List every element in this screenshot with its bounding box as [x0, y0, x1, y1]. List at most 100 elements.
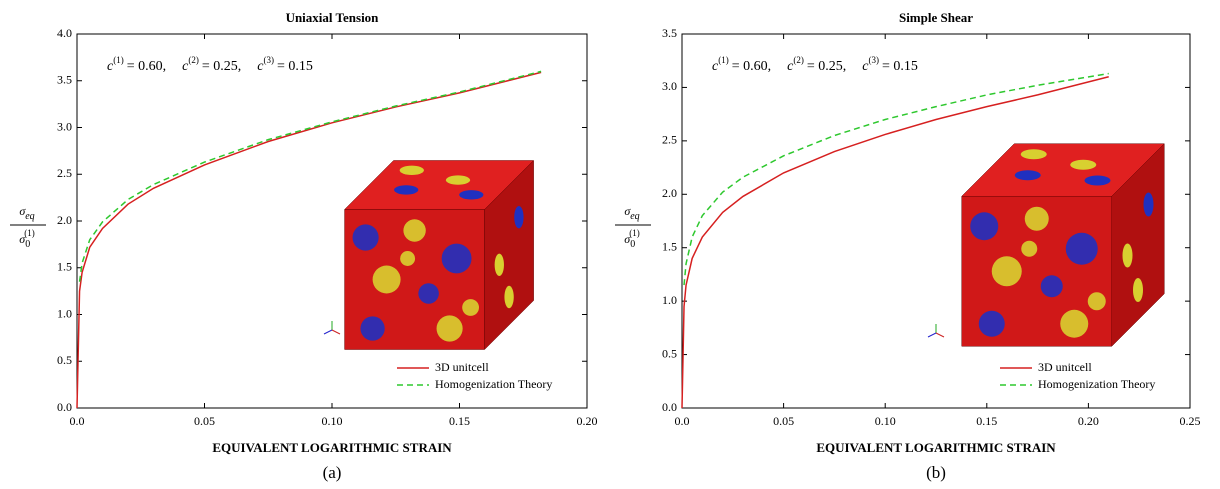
cube-inclusion — [970, 212, 998, 240]
x-tick-label: 0.15 — [449, 414, 470, 428]
chart-title: Simple Shear — [899, 10, 973, 25]
y-axis-label: σ0(1) — [624, 228, 639, 250]
annotation-sup: (3) — [263, 55, 274, 65]
annotation-text: = 0.15 — [882, 59, 918, 74]
x-tick-label: 0.05 — [194, 414, 215, 428]
caption: (a) — [323, 463, 342, 482]
x-tick-label: 0.25 — [1180, 414, 1201, 428]
legend-label: 3D unitcell — [1038, 360, 1092, 374]
x-tick-label: 0.20 — [1078, 414, 1099, 428]
cube-inclusion — [1085, 176, 1111, 186]
y-axis-label-part: eq — [630, 211, 639, 222]
x-axis-label: EQUIVALENT LOGARITHMIC STRAIN — [816, 440, 1056, 455]
cube-inclusion — [514, 206, 523, 228]
cube-inclusion — [437, 315, 463, 341]
cube-inclusion — [992, 256, 1022, 286]
cube-inclusion — [1025, 207, 1049, 231]
y-axis-label-part: 0 — [630, 239, 635, 250]
y-tick-label: 1.5 — [57, 260, 72, 274]
chart-title: Uniaxial Tension — [286, 10, 380, 25]
cube-inclusion — [418, 283, 439, 304]
triad-axis — [324, 330, 332, 334]
x-tick-label: 0.0 — [70, 414, 85, 428]
x-tick-label: 0.20 — [577, 414, 598, 428]
cube-inclusion — [1021, 241, 1037, 257]
legend-label: 3D unitcell — [435, 360, 489, 374]
cube-inclusion — [360, 316, 384, 340]
cube-inclusion — [1123, 244, 1133, 268]
y-tick-label: 3.5 — [662, 26, 677, 40]
annotation-text: = 0.60, — [127, 59, 166, 74]
annotation-sup: (2) — [188, 55, 199, 65]
cube-inclusion — [504, 286, 513, 308]
y-axis-label-part: 0 — [25, 239, 30, 250]
cube-inclusion — [403, 219, 425, 241]
x-tick-label: 0.05 — [773, 414, 794, 428]
annotation-sup: (3) — [868, 55, 879, 65]
annotation-text: = 0.25, — [807, 59, 846, 74]
triad-axis — [936, 333, 944, 337]
annotation: c(1)= 0.60,c(2)= 0.25,c(3)= 0.15 — [712, 55, 918, 74]
cube-inclusion — [1144, 193, 1154, 217]
cube-inclusion — [1070, 160, 1096, 170]
caption: (b) — [926, 463, 946, 482]
y-axis-label-part: (1) — [24, 228, 35, 238]
annotation-sup: (1) — [718, 55, 729, 65]
cube-inclusion — [1041, 275, 1063, 297]
annotation: c(1)= 0.60,c(2)= 0.25,c(3)= 0.15 — [107, 55, 313, 74]
cube-inclusion — [1021, 149, 1047, 159]
x-tick-label: 0.10 — [322, 414, 343, 428]
y-tick-label: 4.0 — [57, 26, 72, 40]
y-tick-label: 0.0 — [57, 400, 72, 414]
y-tick-label: 1.0 — [57, 306, 72, 320]
cube-inclusion — [1088, 292, 1106, 310]
y-tick-label: 0.5 — [57, 353, 72, 367]
x-tick-label: 0.0 — [675, 414, 690, 428]
cube-inclusion — [373, 266, 401, 294]
y-tick-label: 1.0 — [662, 293, 677, 307]
y-axis-label: σeq — [19, 204, 34, 223]
cube-inclusion — [400, 166, 424, 175]
annotation-text: = 0.60, — [732, 59, 771, 74]
y-axis-label-part: eq — [25, 211, 34, 222]
figure: Uniaxial Tension EQUIVALENT LOGARITHMIC S… — [0, 0, 1220, 489]
legend-label: Homogenization Theory — [1038, 377, 1155, 391]
cube-inclusion — [1066, 233, 1098, 265]
x-tick-label: 0.15 — [976, 414, 997, 428]
triad-axis — [928, 333, 936, 337]
cube-inclusion — [400, 251, 415, 266]
y-tick-label: 1.5 — [662, 239, 677, 253]
cube-inclusion — [459, 190, 483, 199]
x-axis-label: EQUIVALENT LOGARITHMIC STRAIN — [212, 440, 452, 455]
cube-inclusion — [353, 224, 379, 250]
y-tick-label: 2.0 — [662, 186, 677, 200]
cube-image — [962, 144, 1165, 347]
y-tick-label: 3.0 — [662, 79, 677, 93]
y-tick-label: 2.5 — [662, 133, 677, 147]
cube-inclusion — [979, 311, 1005, 337]
cube-inclusion — [442, 244, 472, 274]
legend-label: Homogenization Theory — [435, 377, 552, 391]
cube-inclusion — [1015, 170, 1041, 180]
y-tick-label: 0.5 — [662, 346, 677, 360]
y-tick-label: 2.5 — [57, 166, 72, 180]
y-axis-label: σ0(1) — [19, 228, 34, 250]
annotation-sup: (2) — [793, 55, 804, 65]
x-tick-label: 0.10 — [875, 414, 896, 428]
cube-inclusion — [1060, 310, 1088, 338]
cube-inclusion — [495, 254, 504, 276]
annotation-sup: (1) — [113, 55, 124, 65]
y-tick-label: 3.0 — [57, 119, 72, 133]
annotation-text: = 0.25, — [202, 59, 241, 74]
y-axis-label-part: (1) — [629, 228, 640, 238]
y-axis-label: σeq — [624, 204, 639, 223]
cube-inclusion — [394, 185, 418, 194]
cube-inclusion — [1133, 278, 1143, 302]
annotation-text: = 0.15 — [277, 59, 313, 74]
cube-inclusion — [462, 299, 479, 316]
y-tick-label: 2.0 — [57, 213, 72, 227]
cube-image — [345, 161, 534, 350]
y-tick-label: 3.5 — [57, 73, 72, 87]
cube-inclusion — [446, 175, 470, 184]
y-tick-label: 0.0 — [662, 400, 677, 414]
